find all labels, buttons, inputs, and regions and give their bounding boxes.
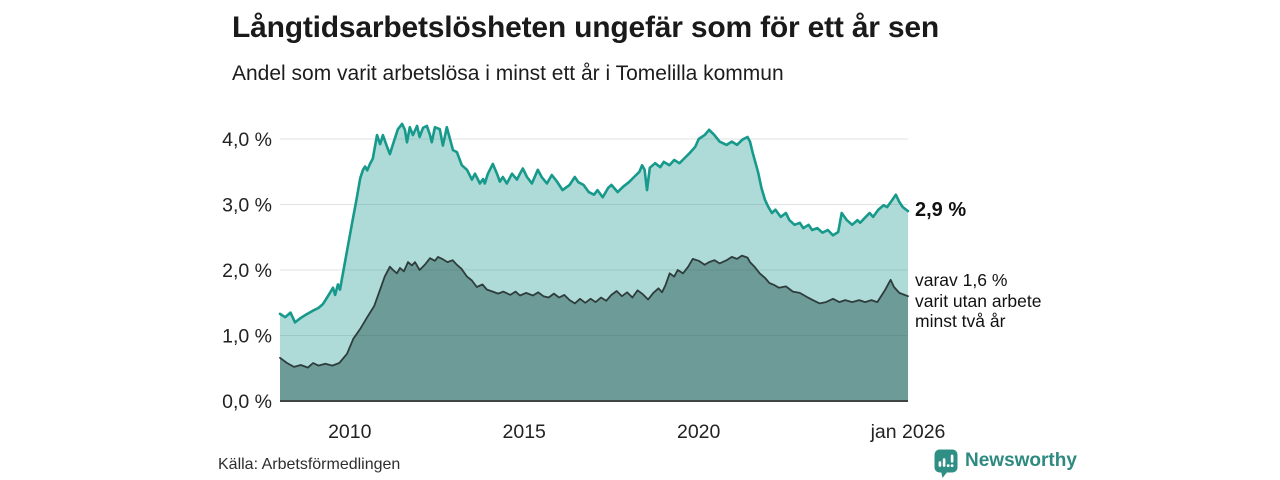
y-axis-label: 0,0 % — [222, 391, 272, 413]
series-area-1 — [280, 255, 908, 401]
series-line-0 — [278, 122, 910, 324]
x-axis-label: jan 2026 — [870, 421, 946, 443]
x-axis-label: 2015 — [503, 421, 547, 443]
x-axis-label: 2020 — [677, 421, 721, 443]
y-axis-label: 1,0 % — [222, 326, 272, 348]
series-end-value-total: 2,9 % — [915, 199, 967, 221]
series-area-0 — [280, 123, 908, 402]
y-axis-label: 2,0 % — [222, 260, 272, 282]
brand-name: Newsworthy — [965, 450, 1077, 471]
brand-logo: Newsworthy — [934, 449, 1077, 479]
series-end-annotation-two-years: varav 1,6 % varit utan arbete minst två … — [915, 270, 1042, 331]
y-axis-label: 4,0 % — [222, 129, 272, 151]
page-title: Långtidsarbetslösheten ungefär som för e… — [232, 11, 940, 44]
newsworthy-logo-icon — [934, 449, 958, 478]
x-axis-label: 2010 — [328, 421, 372, 443]
y-axis-label: 3,0 % — [222, 195, 272, 217]
source-note: Källa: Arbetsförmedlingen — [218, 456, 401, 473]
page-subtitle: Andel som varit arbetslösa i minst ett å… — [232, 62, 784, 85]
series-line-1 — [279, 254, 909, 369]
